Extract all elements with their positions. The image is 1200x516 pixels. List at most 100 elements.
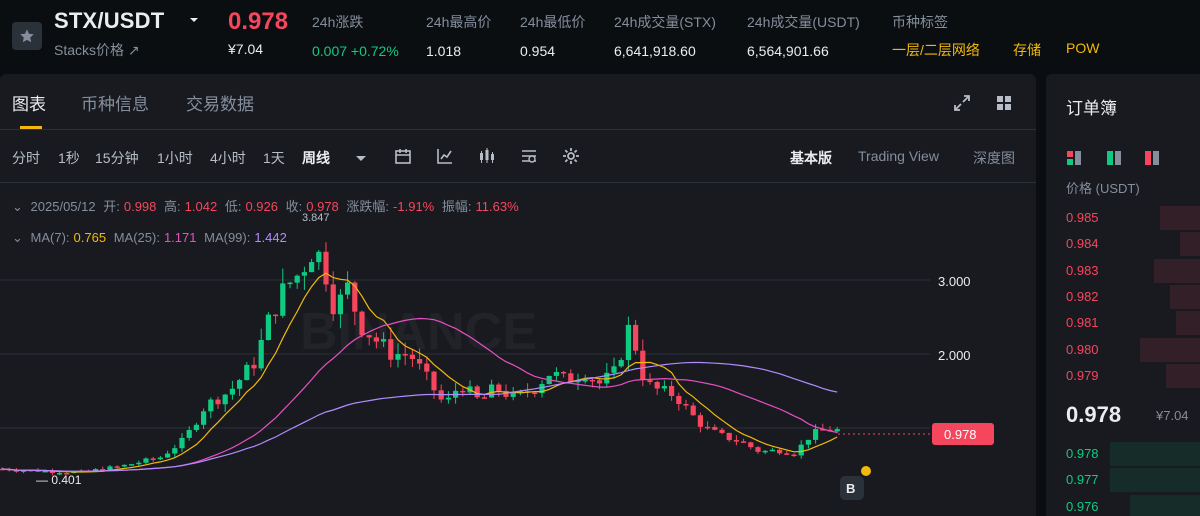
candle-body xyxy=(597,380,603,384)
tag-layer-network[interactable]: 一层/二层网络 xyxy=(892,42,980,58)
candle-body xyxy=(100,469,106,471)
kline-canvas[interactable]: BINANCE 3.000 2.000 3.847 — 0.401 0.978 … xyxy=(0,184,1036,516)
candle-body xyxy=(136,462,142,465)
book-both-icon[interactable] xyxy=(1066,150,1082,166)
book-bids-icon[interactable] xyxy=(1106,150,1122,166)
candle-body xyxy=(762,450,768,453)
candle-body xyxy=(388,339,394,360)
open-label: 开: xyxy=(103,199,120,214)
ohlc-info: ⌄ 2025/05/12 开: 0.998 高: 1.042 低: 0.926 收: 0… xyxy=(12,196,523,215)
ask-price[interactable]: 0.983 xyxy=(1066,262,1099,278)
caret-down-icon[interactable] xyxy=(188,14,200,26)
timeframe-1d[interactable]: 1天 xyxy=(263,150,285,166)
tag-pow[interactable]: POW xyxy=(1066,40,1100,56)
candle-body xyxy=(381,339,387,342)
candle-body xyxy=(64,473,70,475)
binance-b-button[interactable] xyxy=(840,476,864,500)
caret-down-icon[interactable] xyxy=(352,149,370,167)
tab-coin-info[interactable]: 币种信息 xyxy=(81,95,149,114)
low-label: 低: xyxy=(224,199,242,214)
book-asks-icon[interactable] xyxy=(1144,150,1160,166)
chart-tabs: 图表 币种信息 交易数据 xyxy=(0,74,1036,130)
compare-icon[interactable] xyxy=(520,147,538,165)
timeframe-4h[interactable]: 4小时 xyxy=(210,150,246,166)
stat-24h-low: 24h最低价 0.954 xyxy=(520,12,585,59)
candle-body xyxy=(690,405,696,416)
candle-body xyxy=(157,457,163,460)
min-price-label: — 0.401 xyxy=(36,473,82,487)
candle-body xyxy=(21,470,27,472)
candle-body xyxy=(359,311,365,336)
candle-body xyxy=(769,449,775,452)
candle-body xyxy=(496,384,502,391)
candle-body xyxy=(352,282,358,312)
favorite-button[interactable] xyxy=(12,22,42,50)
tag-storage[interactable]: 存储 xyxy=(1013,42,1041,58)
stat-24h-volume-usdt: 24h成交量(USDT) 6,564,901.66 xyxy=(747,12,860,59)
bid-price[interactable]: 0.977 xyxy=(1066,472,1099,488)
timeframe-1h[interactable]: 1小时 xyxy=(157,150,193,166)
ma99-value: 1.442 xyxy=(254,230,287,245)
high-value: 1.042 xyxy=(184,199,218,214)
ask-price[interactable]: 0.979 xyxy=(1066,367,1099,383)
chevron-down-icon[interactable]: ⌄ xyxy=(12,199,23,214)
candle-body xyxy=(309,262,315,273)
candle-body xyxy=(57,473,63,475)
layout-grid-icon[interactable] xyxy=(994,93,1014,113)
view-depth[interactable]: 深度图 xyxy=(973,150,1015,166)
ask-price[interactable]: 0.982 xyxy=(1066,288,1099,304)
tab-trading-data[interactable]: 交易数据 xyxy=(186,95,254,114)
candle-body xyxy=(561,371,567,374)
candle-body xyxy=(611,366,617,373)
ask-price[interactable]: 0.981 xyxy=(1066,315,1099,331)
candle-body xyxy=(165,453,171,458)
tab-chart[interactable]: 图表 xyxy=(12,95,46,114)
high-label: 高: xyxy=(164,199,181,214)
low-value: 0.926 xyxy=(245,199,278,214)
pair-symbol[interactable]: STX/USDT xyxy=(54,8,165,33)
candle-body xyxy=(251,364,257,369)
candle-body xyxy=(460,390,466,393)
candle-body xyxy=(294,275,300,283)
ma99-line xyxy=(1,361,838,472)
candle-body xyxy=(222,394,228,405)
ma7-line xyxy=(1,272,838,473)
asset-price-link[interactable]: Stacks价格 ↗ xyxy=(54,42,140,58)
candle-body xyxy=(705,426,711,429)
candle-body xyxy=(13,470,19,472)
ask-price[interactable]: 0.985 xyxy=(1066,210,1099,225)
candle-body xyxy=(107,466,113,471)
candle-body xyxy=(229,388,235,395)
candle-body xyxy=(215,399,221,405)
active-tab-indicator xyxy=(20,126,42,129)
settings-gear-icon[interactable] xyxy=(562,147,580,165)
timeframe-1s[interactable]: 1秒 xyxy=(58,150,80,166)
candle-body xyxy=(193,424,199,431)
candle-body xyxy=(784,453,790,455)
view-tradingview[interactable]: Trading View xyxy=(858,148,939,164)
change-label: 涨跌幅: xyxy=(346,199,390,214)
ask-price[interactable]: 0.980 xyxy=(1066,341,1099,357)
timeframe-1w[interactable]: 周线 xyxy=(302,150,330,166)
timeframe-15m[interactable]: 15分钟 xyxy=(95,150,139,166)
bid-price[interactable]: 0.978 xyxy=(1066,446,1099,461)
stat-value: 6,564,901.66 xyxy=(747,43,829,59)
kline-chart[interactable]: BINANCE 3.000 2.000 3.847 — 0.401 0.978 … xyxy=(0,184,1036,516)
candlestick-type-icon[interactable] xyxy=(478,147,496,165)
candle-body xyxy=(301,272,307,276)
ma25-value: 1.171 xyxy=(163,230,197,245)
stat-24h-change: 24h涨跌 0.007 +0.72% xyxy=(312,12,399,59)
ask-price[interactable]: 0.984 xyxy=(1066,236,1099,252)
indicator-icon[interactable] xyxy=(436,147,454,165)
calendar-icon[interactable] xyxy=(394,147,412,165)
view-basic[interactable]: 基本版 xyxy=(790,150,832,166)
chevron-down-icon[interactable]: ⌄ xyxy=(12,230,23,245)
timeframe-line[interactable]: 分时 xyxy=(12,150,40,166)
last-price: 0.978 xyxy=(228,8,289,35)
candle-body xyxy=(625,324,631,361)
candle-body xyxy=(748,442,754,448)
candle-body xyxy=(402,354,408,356)
fullscreen-icon[interactable] xyxy=(952,93,972,113)
bid-price[interactable]: 0.976 xyxy=(1066,498,1099,514)
ma-lines xyxy=(1,272,838,473)
